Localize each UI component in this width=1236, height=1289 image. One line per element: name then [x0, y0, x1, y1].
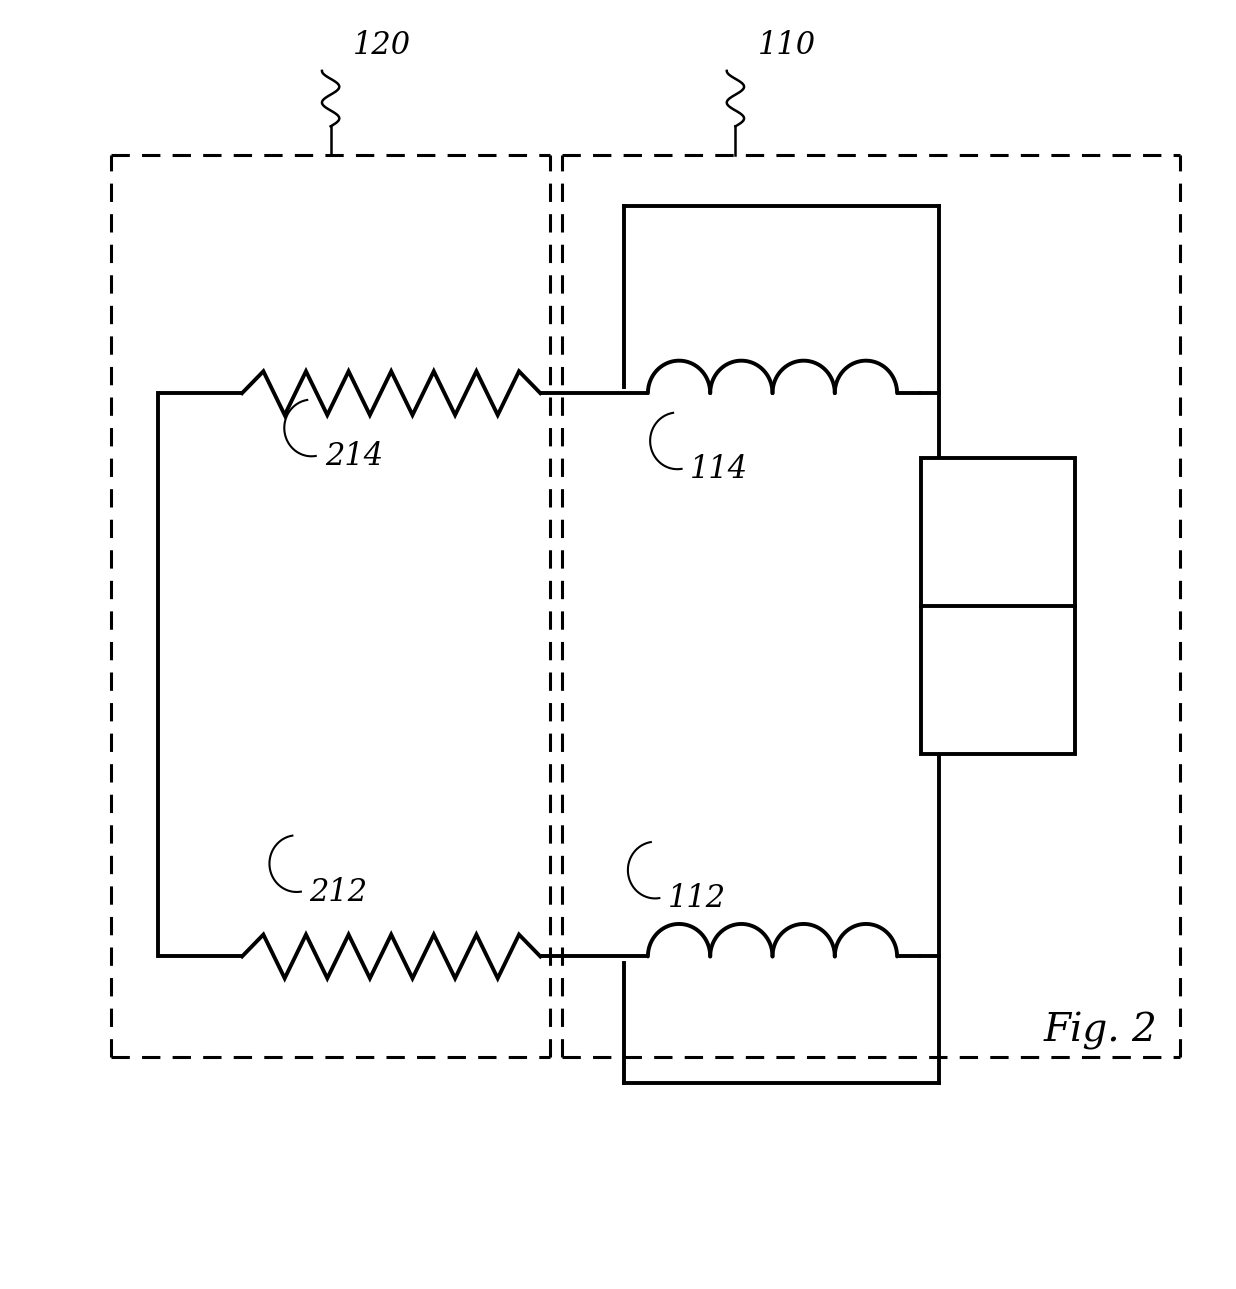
- Text: 212: 212: [309, 877, 367, 907]
- Text: 120: 120: [353, 30, 412, 61]
- Text: 214: 214: [325, 441, 383, 472]
- Text: 114: 114: [690, 454, 748, 485]
- Text: 110: 110: [758, 30, 816, 61]
- Text: 112: 112: [667, 883, 726, 914]
- Bar: [921, 458, 1075, 754]
- Text: 116: 116: [957, 565, 1015, 596]
- Text: Fig. 2: Fig. 2: [1043, 1012, 1157, 1051]
